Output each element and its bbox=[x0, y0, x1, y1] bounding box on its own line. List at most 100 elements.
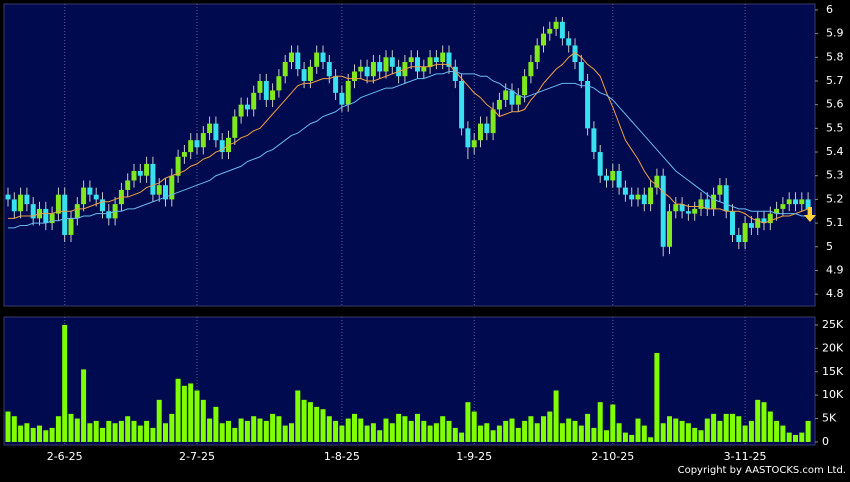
candle-body bbox=[496, 99, 502, 110]
volume-bar bbox=[679, 420, 685, 442]
volume-bar bbox=[616, 423, 622, 442]
volume-bar bbox=[402, 416, 408, 442]
volume-bar bbox=[629, 434, 635, 442]
volume-bar bbox=[748, 420, 754, 442]
candle-body bbox=[358, 66, 364, 72]
volume-bar bbox=[805, 420, 811, 442]
candle-body bbox=[18, 194, 24, 212]
candle-body bbox=[333, 76, 339, 93]
candle-body bbox=[181, 152, 187, 157]
volume-bar bbox=[232, 427, 238, 442]
volume-bar bbox=[87, 423, 93, 442]
candle-body bbox=[553, 21, 559, 29]
volume-bar bbox=[194, 390, 200, 442]
x-tick-label: 1-9-25 bbox=[456, 450, 492, 463]
volume-bar bbox=[534, 423, 540, 442]
volume-bar bbox=[389, 423, 395, 442]
candle-body bbox=[704, 199, 710, 209]
y-tick-label: 5.8 bbox=[826, 50, 844, 63]
volume-bar bbox=[793, 434, 798, 442]
volume-bar bbox=[37, 425, 42, 442]
volume-bar bbox=[219, 423, 225, 442]
volume-bar bbox=[755, 399, 761, 442]
candle-body bbox=[175, 156, 181, 176]
volume-bar bbox=[585, 413, 591, 442]
candle-body bbox=[604, 175, 609, 181]
volume-bar bbox=[604, 430, 609, 442]
candle-body bbox=[566, 38, 572, 46]
volume-bar bbox=[572, 420, 578, 442]
candle-body bbox=[515, 95, 521, 105]
volume-bar bbox=[736, 416, 742, 442]
volume-bar bbox=[282, 425, 288, 442]
candle-body bbox=[559, 21, 565, 39]
candle-body bbox=[364, 66, 370, 77]
y-tick-label: 4.9 bbox=[826, 263, 844, 276]
volume-bar bbox=[131, 420, 137, 442]
candle-body bbox=[478, 123, 483, 141]
volume-bar bbox=[377, 430, 383, 442]
candle-body bbox=[320, 52, 326, 63]
candle-body bbox=[74, 204, 80, 219]
candle-body bbox=[270, 90, 276, 100]
volume-bar bbox=[74, 418, 80, 442]
candle-body bbox=[11, 199, 17, 212]
candle-body bbox=[629, 194, 635, 200]
volume-bar bbox=[667, 416, 672, 442]
y-tick-label: 5.4 bbox=[826, 145, 844, 158]
candle-body bbox=[81, 187, 87, 205]
candle-body bbox=[169, 175, 175, 200]
volume-bar bbox=[471, 411, 477, 442]
candle-body bbox=[339, 92, 345, 105]
volume-bar bbox=[326, 416, 332, 442]
volume-bar bbox=[81, 369, 87, 442]
candle-body bbox=[742, 223, 748, 243]
candle-body bbox=[276, 76, 282, 91]
y-tick-label: 5.2 bbox=[826, 192, 844, 205]
candle-body bbox=[263, 80, 269, 100]
candle-body bbox=[578, 62, 584, 81]
volume-bar bbox=[251, 416, 257, 442]
candle-body bbox=[786, 199, 792, 205]
candle-body bbox=[484, 123, 490, 134]
y-tick-label: 0 bbox=[822, 435, 829, 448]
candle-body bbox=[471, 140, 477, 148]
candle-body bbox=[440, 52, 446, 63]
candle-body bbox=[87, 187, 93, 195]
candle-body bbox=[755, 218, 761, 228]
volume-bar bbox=[528, 416, 534, 442]
candle-body bbox=[616, 170, 622, 188]
candle-body bbox=[100, 199, 105, 212]
volume-bar bbox=[427, 425, 433, 442]
candle-body bbox=[730, 211, 735, 235]
volume-bar bbox=[484, 423, 490, 442]
candle-body bbox=[635, 194, 641, 200]
candle-body bbox=[156, 185, 162, 195]
volume-bar bbox=[24, 423, 30, 442]
candle-body bbox=[194, 140, 200, 148]
volume-bar bbox=[698, 430, 704, 442]
candle-body bbox=[654, 175, 660, 188]
candle-body bbox=[793, 199, 798, 205]
candle-body bbox=[257, 80, 263, 93]
volume-bar bbox=[578, 425, 584, 442]
copyright: Copyright by AASTOCKS.com Ltd. bbox=[678, 465, 846, 476]
moving-average-line bbox=[8, 71, 809, 229]
volume-bar bbox=[541, 416, 546, 442]
y-tick-label: 25K bbox=[822, 318, 844, 331]
candle-body bbox=[673, 204, 679, 212]
volume-bar bbox=[774, 420, 780, 442]
candle-body bbox=[641, 194, 647, 205]
candle-body bbox=[345, 80, 351, 105]
volume-bar bbox=[289, 423, 294, 442]
volume-bar bbox=[207, 418, 213, 442]
candle-body bbox=[163, 185, 168, 200]
volume-bar bbox=[660, 423, 666, 442]
candle-body bbox=[188, 140, 194, 153]
volume-bar bbox=[515, 427, 521, 442]
volume-bar bbox=[213, 406, 219, 442]
volume-bar bbox=[566, 418, 572, 442]
y-tick-label: 6 bbox=[826, 3, 833, 16]
candle-body bbox=[43, 208, 49, 224]
